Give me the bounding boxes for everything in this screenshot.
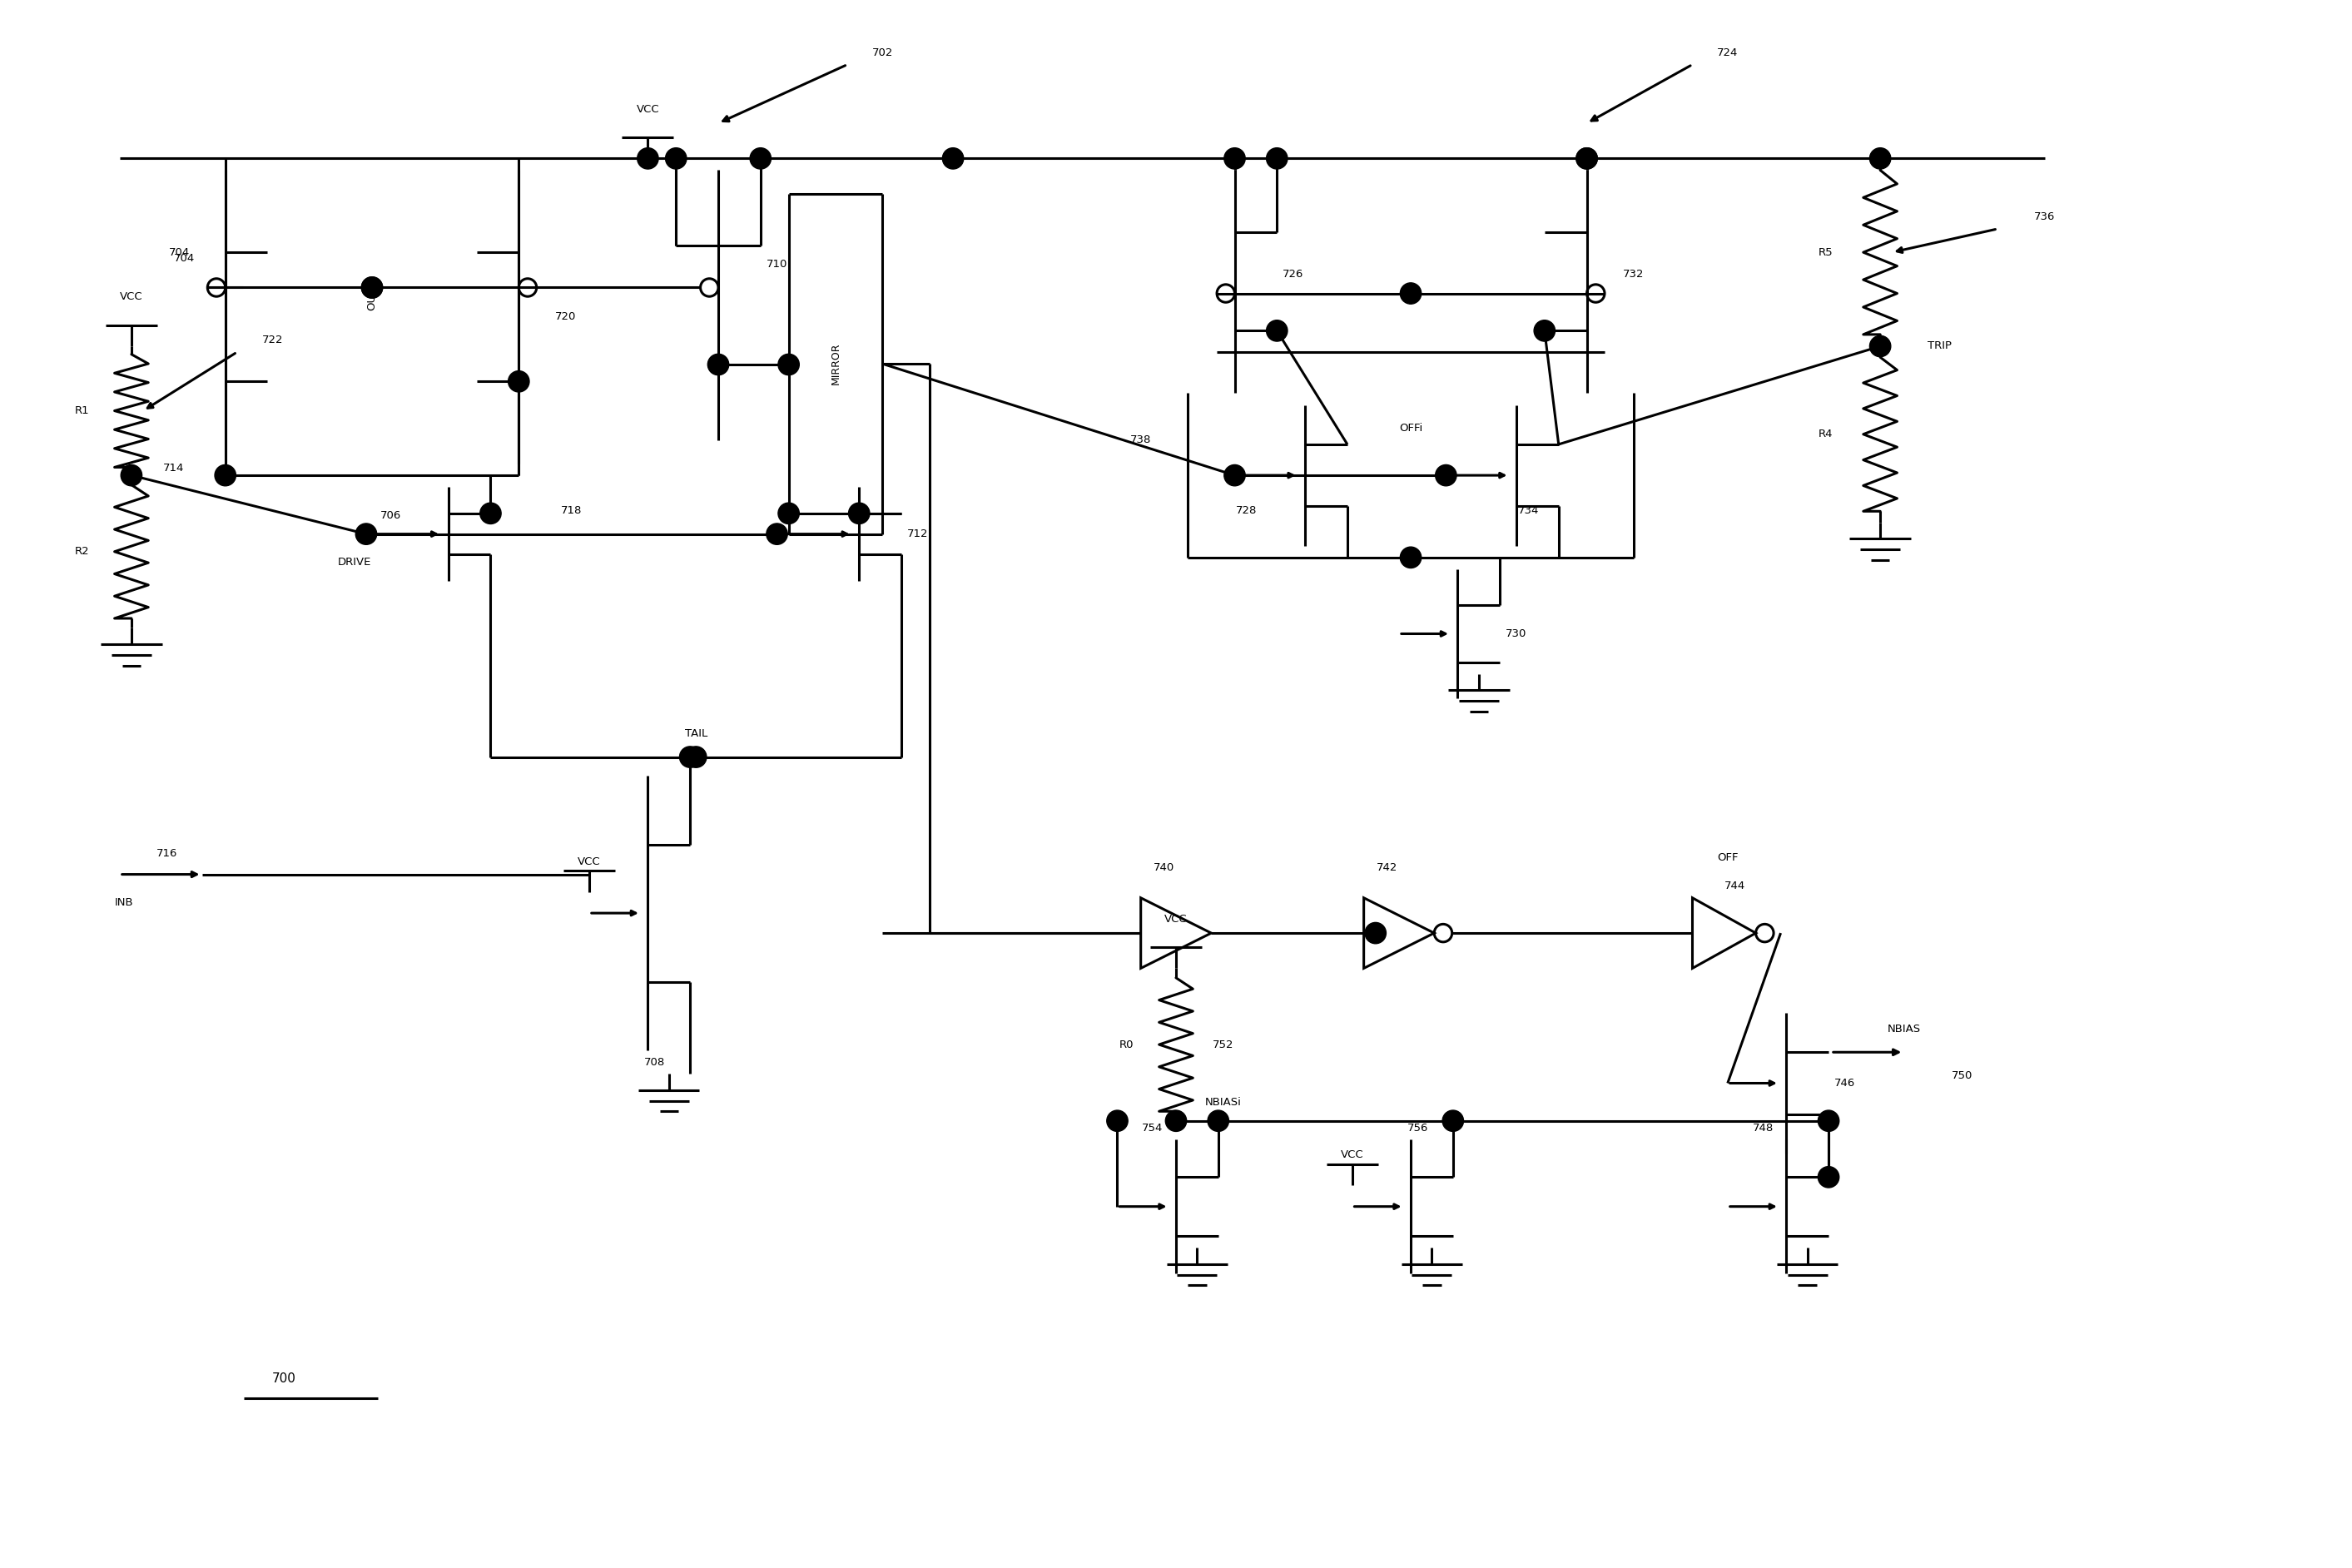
Circle shape: [1576, 147, 1597, 169]
Text: 740: 740: [1155, 862, 1174, 873]
Text: 706: 706: [381, 510, 402, 521]
Circle shape: [1108, 1110, 1129, 1132]
Text: 716: 716: [155, 848, 176, 859]
Circle shape: [708, 354, 729, 375]
Text: R4: R4: [1818, 428, 1832, 439]
Circle shape: [1818, 1110, 1839, 1132]
Text: OUTbi: OUTbi: [367, 276, 376, 310]
Circle shape: [120, 464, 141, 486]
Circle shape: [1534, 320, 1555, 342]
Text: 704: 704: [174, 252, 195, 263]
Text: 736: 736: [2034, 212, 2056, 223]
Text: 704: 704: [169, 246, 191, 257]
Text: R0: R0: [1120, 1040, 1134, 1051]
Circle shape: [1265, 147, 1287, 169]
Text: R1: R1: [75, 406, 89, 416]
Circle shape: [1576, 147, 1597, 169]
Text: 710: 710: [767, 259, 788, 270]
Text: 756: 756: [1406, 1123, 1428, 1134]
Text: 718: 718: [562, 505, 581, 516]
Text: 752: 752: [1211, 1040, 1232, 1051]
Circle shape: [1818, 1167, 1839, 1187]
Text: 738: 738: [1131, 434, 1152, 445]
Text: 750: 750: [1952, 1071, 1973, 1080]
Text: 728: 728: [1235, 505, 1256, 516]
Text: 730: 730: [1505, 629, 1526, 640]
Circle shape: [1435, 464, 1456, 486]
Circle shape: [1364, 922, 1385, 944]
Circle shape: [480, 503, 501, 524]
Circle shape: [1207, 1110, 1228, 1132]
Circle shape: [1442, 1110, 1463, 1132]
Circle shape: [362, 278, 383, 298]
Text: 734: 734: [1517, 505, 1538, 516]
Circle shape: [1399, 282, 1421, 304]
Circle shape: [1223, 147, 1244, 169]
Text: VCC: VCC: [579, 856, 600, 867]
Circle shape: [1870, 147, 1891, 169]
Text: 720: 720: [555, 312, 576, 323]
Circle shape: [1870, 336, 1891, 358]
Text: VCC: VCC: [120, 292, 143, 303]
Text: R5: R5: [1818, 246, 1832, 257]
Circle shape: [684, 746, 706, 768]
Text: 748: 748: [1752, 1123, 1773, 1134]
Text: 724: 724: [1717, 47, 1738, 58]
Circle shape: [750, 147, 771, 169]
Text: 754: 754: [1143, 1123, 1164, 1134]
Text: 708: 708: [644, 1057, 666, 1068]
Circle shape: [508, 372, 529, 392]
Circle shape: [680, 746, 701, 768]
Circle shape: [943, 147, 964, 169]
Text: 742: 742: [1376, 862, 1397, 873]
Text: NBIASi: NBIASi: [1204, 1096, 1242, 1107]
Circle shape: [767, 524, 788, 544]
Text: OFF: OFF: [1717, 853, 1738, 864]
Text: 726: 726: [1282, 270, 1303, 281]
Text: 746: 746: [1835, 1077, 1856, 1088]
Circle shape: [214, 464, 235, 486]
Circle shape: [779, 503, 800, 524]
Text: TAIL: TAIL: [684, 728, 708, 739]
Text: 714: 714: [162, 463, 183, 474]
Text: 702: 702: [873, 47, 894, 58]
Circle shape: [637, 147, 659, 169]
Text: OFFi: OFFi: [1399, 423, 1423, 434]
Text: NBIAS: NBIAS: [1886, 1024, 1919, 1035]
Text: 712: 712: [908, 528, 929, 539]
Circle shape: [362, 278, 383, 298]
Text: 732: 732: [1623, 270, 1644, 281]
Text: R2: R2: [75, 546, 89, 557]
Text: 744: 744: [1724, 881, 1745, 892]
Text: 722: 722: [261, 336, 282, 347]
Text: TRIP: TRIP: [1926, 340, 1952, 351]
Circle shape: [355, 524, 376, 544]
Text: VCC: VCC: [637, 103, 659, 114]
Text: MIRROR: MIRROR: [830, 343, 842, 384]
Text: VCC: VCC: [1341, 1149, 1364, 1160]
Text: 700: 700: [273, 1374, 296, 1385]
Circle shape: [1223, 464, 1244, 486]
Circle shape: [1167, 1110, 1185, 1132]
Circle shape: [1265, 320, 1287, 342]
Text: VCC: VCC: [1164, 914, 1188, 925]
Circle shape: [666, 147, 687, 169]
Circle shape: [1399, 547, 1421, 568]
Circle shape: [779, 354, 800, 375]
Text: DRIVE: DRIVE: [339, 557, 372, 568]
Circle shape: [849, 503, 870, 524]
Text: INB: INB: [115, 897, 134, 908]
